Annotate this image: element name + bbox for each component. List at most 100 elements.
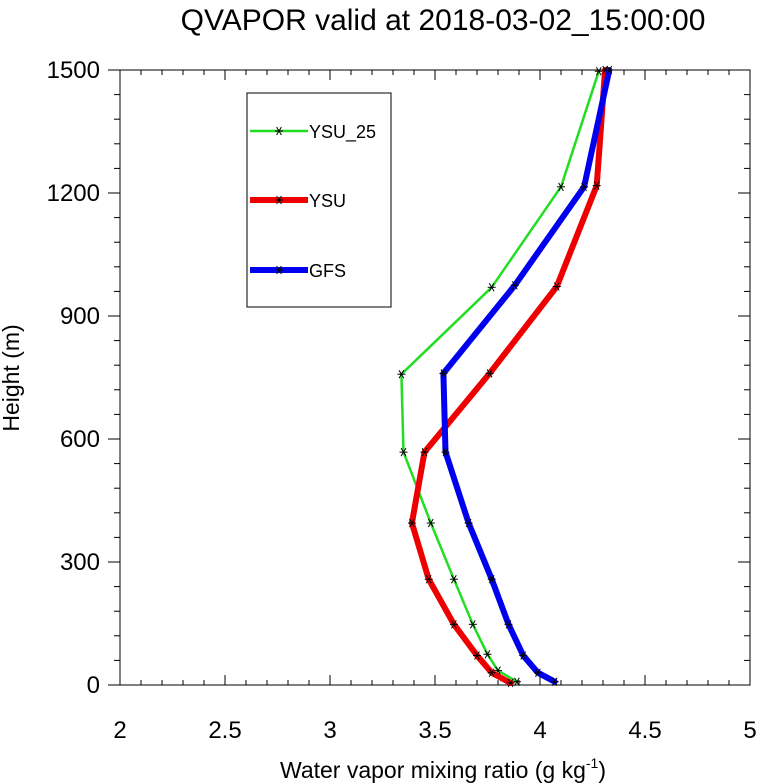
x-tick-label: 4	[533, 717, 546, 744]
marker-stroke	[511, 280, 518, 290]
axis-tick-labels: 2 2.5 3 3.5 4 4.5 5 0 300 600 900 1200 1500	[47, 57, 757, 744]
x-tick-label: 2.5	[208, 717, 241, 744]
data-point-ysu	[473, 651, 481, 660]
data-point-gfs	[580, 182, 589, 192]
series-line-gfs	[440, 67, 613, 685]
y-tick-label: 900	[60, 303, 100, 330]
marker-stroke	[427, 518, 434, 528]
legend-marker	[275, 195, 283, 205]
marker-stroke	[514, 677, 520, 686]
marker-stroke	[486, 369, 493, 378]
marker-stroke	[581, 182, 587, 192]
marker-stroke	[276, 126, 282, 136]
x-axis-label-tail: )	[598, 757, 606, 783]
marker-stroke	[558, 182, 564, 192]
y-tick-label: 300	[60, 549, 100, 576]
data-point-ysu	[424, 574, 433, 584]
x-tick-label: 4.5	[628, 717, 661, 744]
series-line-ysu-25	[400, 69, 601, 683]
data-point-ysu	[592, 181, 601, 190]
axis-ticks	[108, 69, 751, 686]
series-ysu	[407, 65, 610, 688]
marker-stroke	[602, 65, 608, 75]
series-layer	[397, 65, 614, 688]
y-tick-label: 600	[60, 426, 100, 453]
data-point-ysu	[552, 282, 561, 291]
data-point-ysu-25	[468, 620, 477, 629]
marker-stroke	[474, 651, 480, 660]
y-tick-label: 0	[87, 672, 100, 699]
marker-stroke	[551, 677, 558, 686]
marker-stroke	[400, 447, 407, 457]
marker-stroke	[488, 283, 495, 292]
x-axis-label: Water vapor mixing ratio (g kg-1)	[280, 755, 606, 783]
legend-marker	[275, 265, 283, 275]
marker-stroke	[606, 65, 613, 75]
legend-item-gfs: GFS	[250, 261, 346, 281]
chart-title: QVAPOR valid at 2018-03-02_15:00:00	[181, 4, 706, 37]
marker-stroke	[507, 678, 514, 688]
data-point-ysu-25	[487, 283, 496, 292]
legend-items: YSU_25 YSU GFS	[250, 122, 376, 281]
data-point-ysu	[506, 678, 515, 688]
marker-stroke	[465, 518, 472, 528]
data-point-gfs	[519, 651, 528, 660]
x-tick-label: 3.5	[418, 717, 451, 744]
data-point-gfs	[464, 518, 473, 528]
data-point-ysu-25	[399, 447, 408, 457]
x-tick-label: 2	[113, 717, 126, 744]
series-ysu-25	[397, 66, 603, 686]
data-point-gfs	[510, 280, 519, 290]
data-point-ysu	[449, 620, 458, 629]
data-point-ysu-25	[397, 369, 406, 379]
data-point-ysu-25	[449, 574, 458, 584]
data-point-ysu-25	[557, 182, 565, 192]
x-axis-label-main: Water vapor mixing ratio (g kg	[280, 757, 586, 783]
legend-marker	[275, 126, 283, 136]
x-tick-label: 5	[743, 717, 756, 744]
data-point-ysu-25	[426, 518, 435, 528]
data-point-gfs	[605, 65, 614, 75]
data-point-gfs	[439, 369, 448, 378]
y-tick-label: 1500	[47, 57, 100, 84]
marker-stroke	[442, 447, 449, 457]
data-point-gfs	[441, 447, 450, 457]
marker-stroke	[488, 574, 495, 584]
data-point-ysu	[487, 668, 496, 677]
marker-stroke	[595, 66, 602, 76]
data-point-ysu-25	[483, 649, 492, 659]
data-point-ysu-25	[594, 66, 603, 76]
marker-stroke	[425, 574, 432, 584]
marker-stroke	[488, 668, 495, 677]
legend-item-ysu: YSU	[250, 191, 346, 211]
marker-stroke	[409, 518, 415, 528]
x-tick-label: 3	[323, 717, 336, 744]
marker-stroke	[276, 265, 282, 275]
marker-stroke	[593, 181, 600, 190]
marker-stroke	[484, 649, 491, 659]
y-axis-label: Height (m)	[0, 324, 24, 431]
marker-stroke	[440, 369, 447, 378]
marker-stroke	[520, 651, 527, 660]
legend-label: GFS	[309, 261, 346, 281]
legend-label: YSU	[309, 191, 346, 211]
data-point-ysu-25	[512, 677, 521, 686]
legend-label: YSU_25	[309, 122, 376, 143]
data-point-gfs	[504, 620, 513, 629]
marker-stroke	[276, 195, 282, 205]
legend: YSU_25 YSU GFS	[246, 92, 392, 308]
data-point-ysu	[485, 369, 494, 378]
data-point-gfs	[533, 668, 542, 677]
legend-item-ysu-25: YSU_25	[250, 122, 376, 143]
marker-stroke	[421, 447, 428, 457]
marker-stroke	[553, 282, 560, 291]
data-point-gfs	[550, 677, 559, 686]
data-point-ysu	[420, 447, 429, 457]
marker-stroke	[469, 620, 476, 629]
data-point-ysu	[407, 518, 416, 528]
y-tick-label: 1200	[47, 180, 100, 207]
marker-stroke	[398, 369, 405, 379]
marker-stroke	[451, 620, 457, 629]
series-gfs	[439, 65, 614, 686]
